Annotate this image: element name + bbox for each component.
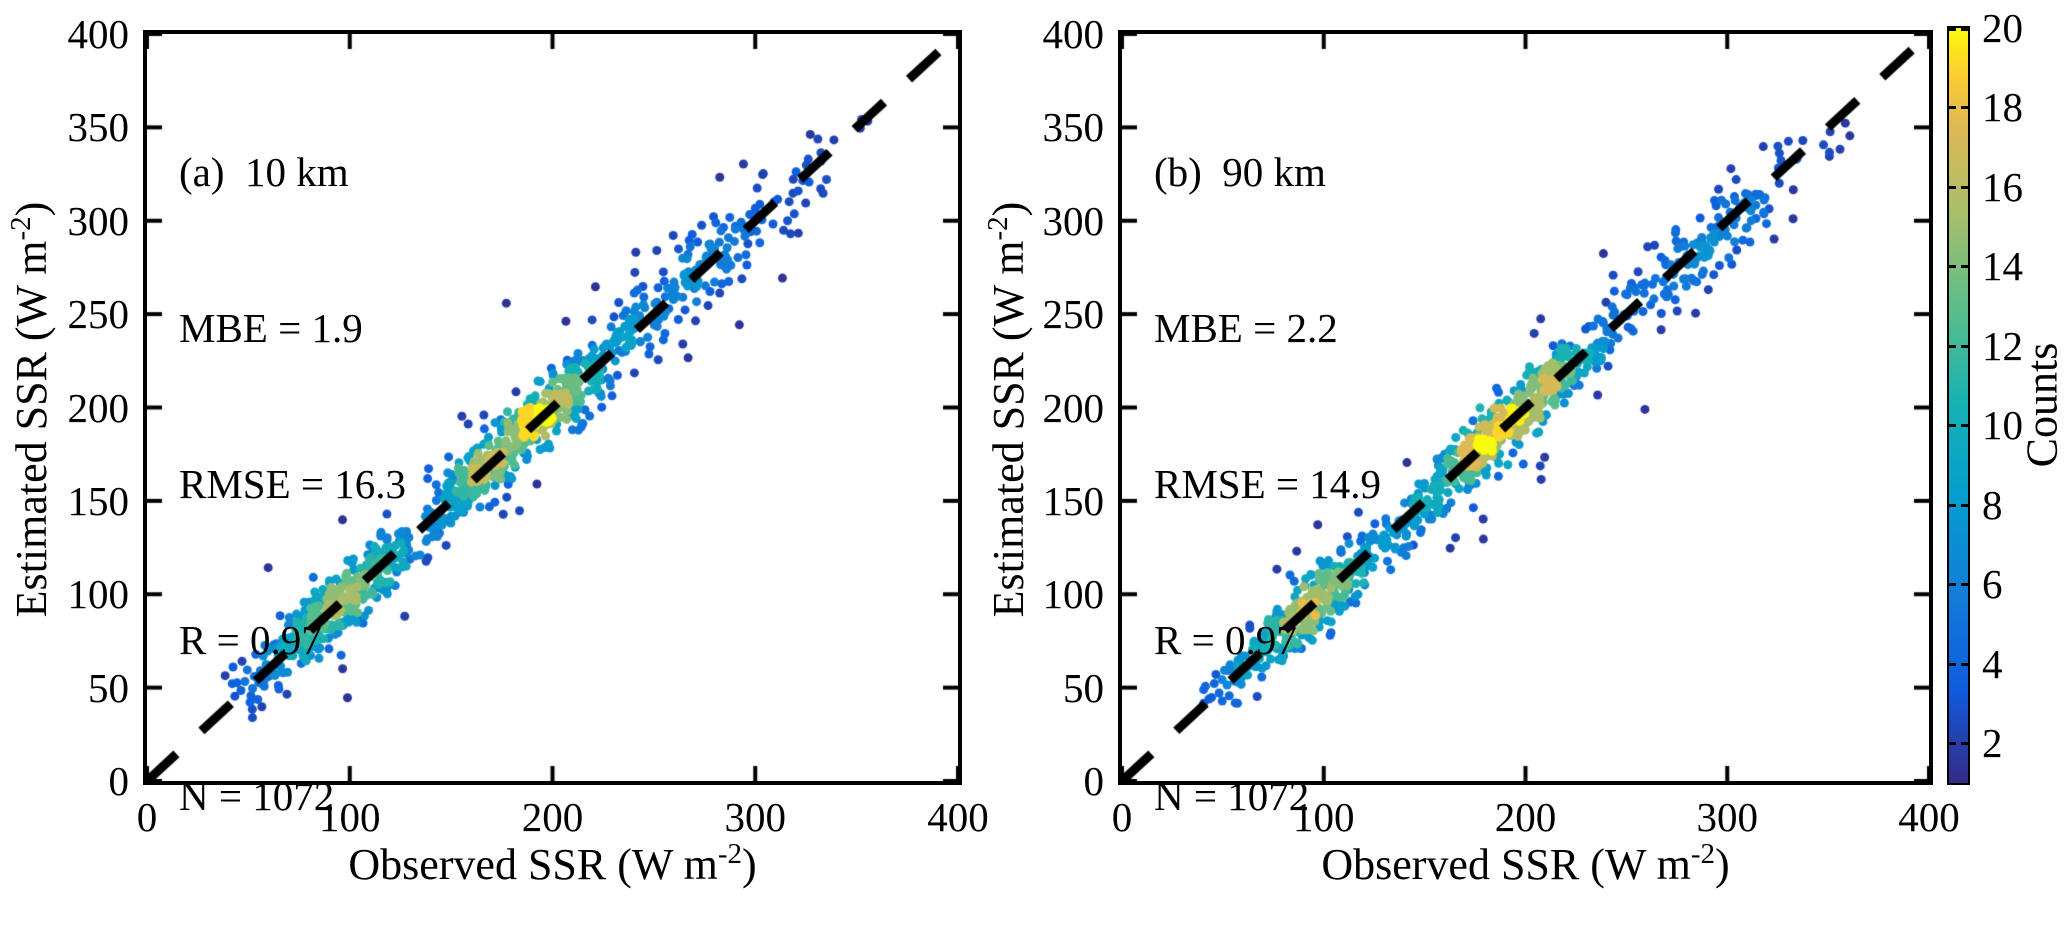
y-tick-label: 100 — [968, 572, 1104, 616]
panel-b-rmse: RMSE = 14.9 — [1154, 458, 1381, 510]
colorbar — [1947, 26, 1970, 785]
colorbar-tick-mark — [1949, 186, 1956, 189]
x-tick-label: 300 — [1697, 795, 1759, 839]
colorbar-tick-mark — [1961, 345, 1968, 348]
x-axis-label-close: ) — [742, 840, 757, 889]
colorbar-tick-mark — [1961, 424, 1968, 427]
colorbar-tick-mark — [1961, 583, 1968, 586]
panel-a-r: R = 0.97 — [179, 614, 406, 666]
x-tick-label: 200 — [522, 795, 584, 839]
panel-b-label: (b) 90 km — [1154, 146, 1381, 198]
x-axis-unit-superscript: -2 — [1691, 838, 1715, 870]
plot-area-b: (b) 90 km MBE = 2.2 RMSE = 14.9 R = 0.97… — [1118, 30, 1933, 785]
y-tick-label: 50 — [968, 666, 1104, 710]
colorbar-tick-mark — [1961, 663, 1968, 666]
y-tick-label: 300 — [0, 199, 129, 243]
y-tick-label: 250 — [0, 292, 129, 336]
y-tick-label: 150 — [0, 479, 129, 523]
y-tick-label: 200 — [968, 386, 1104, 430]
plot-area-a: (a) 10 km MBE = 1.9 RMSE = 16.3 R = 0.97… — [143, 30, 962, 785]
panel-b-n: N = 1072 — [1154, 770, 1381, 822]
y-tick-label: 400 — [968, 12, 1104, 56]
y-tick-label: 0 — [0, 759, 129, 803]
stats-annotation-b: (b) 90 km MBE = 2.2 RMSE = 14.9 R = 0.97… — [1154, 42, 1381, 926]
panel-b-mbe: MBE = 2.2 — [1154, 302, 1381, 354]
panel-a-label: (a) 10 km — [179, 146, 406, 198]
y-tick-label: 100 — [0, 572, 129, 616]
x-tick-label: 0 — [1112, 795, 1133, 839]
colorbar-tick-mark — [1961, 504, 1968, 507]
y-tick-label: 250 — [968, 292, 1104, 336]
x-tick-label: 400 — [1898, 795, 1960, 839]
colorbar-tick-mark — [1949, 742, 1956, 745]
y-tick-label: 350 — [968, 105, 1104, 149]
colorbar-tick-mark — [1949, 583, 1956, 586]
y-tick-label: 400 — [0, 12, 129, 56]
colorbar-tick-mark — [1949, 265, 1956, 268]
y-tick-label: 50 — [0, 666, 129, 710]
stats-annotation-a: (a) 10 km MBE = 1.9 RMSE = 16.3 R = 0.97… — [179, 42, 406, 926]
colorbar-gradient — [1949, 28, 1968, 783]
colorbar-tick-mark — [1949, 663, 1956, 666]
colorbar-tick-mark — [1949, 345, 1956, 348]
colorbar-tick-mark — [1949, 504, 1956, 507]
panel-b-r: R = 0.97 — [1154, 614, 1381, 666]
colorbar-tick-mark — [1961, 186, 1968, 189]
colorbar-tick-mark — [1949, 424, 1956, 427]
x-tick-label: 300 — [725, 795, 787, 839]
x-axis-unit-superscript: -2 — [718, 838, 742, 870]
colorbar-tick-mark — [1961, 742, 1968, 745]
y-tick-label: 200 — [0, 386, 129, 430]
x-axis-label-close: ) — [1715, 840, 1730, 889]
colorbar-tick-mark — [1949, 28, 1956, 31]
colorbar-label-counts: Counts — [2016, 26, 2067, 785]
y-tick-label: 300 — [968, 199, 1104, 243]
colorbar-tick-mark — [1961, 265, 1968, 268]
y-tick-label: 350 — [0, 105, 129, 149]
panel-a-mbe: MBE = 1.9 — [179, 302, 406, 354]
y-tick-label: 150 — [968, 479, 1104, 523]
colorbar-tick-mark — [1949, 106, 1956, 109]
x-tick-label: 200 — [1495, 795, 1557, 839]
y-tick-label: 0 — [968, 759, 1104, 803]
colorbar-tick-mark — [1961, 28, 1968, 31]
panel-a-n: N = 1072 — [179, 770, 406, 822]
panel-a-rmse: RMSE = 16.3 — [179, 458, 406, 510]
x-tick-label: 0 — [137, 795, 158, 839]
colorbar-tick-mark — [1961, 106, 1968, 109]
